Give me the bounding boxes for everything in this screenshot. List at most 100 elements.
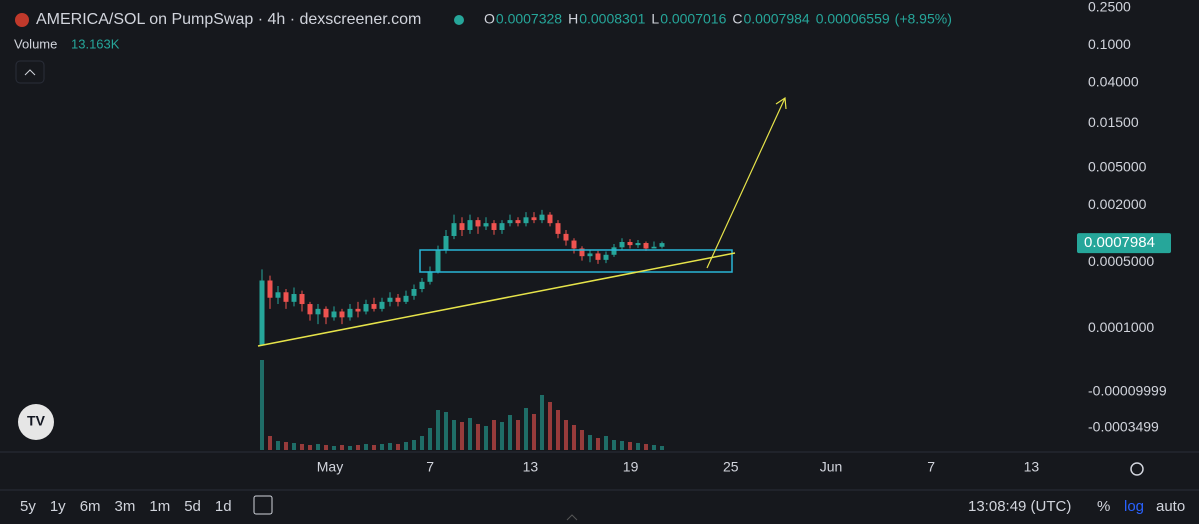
candle-body	[627, 242, 633, 246]
settings-icon[interactable]	[1130, 462, 1144, 476]
candle-body	[611, 247, 617, 255]
collapse-button[interactable]	[15, 60, 45, 84]
volume-bar	[356, 445, 360, 450]
range-button[interactable]: 5y	[20, 498, 36, 515]
volume-bar	[380, 444, 384, 450]
candle-body	[283, 292, 289, 302]
x-tick-label: 25	[723, 459, 739, 475]
volume-bar	[548, 402, 552, 450]
candle-body	[331, 311, 337, 318]
candle-body	[411, 288, 417, 296]
range-button[interactable]: 5d	[184, 498, 201, 515]
clock: 13:08:49 (UTC)	[968, 498, 1071, 515]
candle-body	[491, 223, 497, 230]
candle-body	[267, 280, 273, 298]
scale-option[interactable]: auto	[1156, 498, 1185, 515]
candle-body	[531, 217, 537, 221]
y-tick-label: 0.1000	[1088, 36, 1131, 52]
range-button[interactable]: 6m	[80, 498, 101, 515]
ohlc-legend: O 0.0007328 H 0.0008301 L 0.0007016 C 0.0007984…	[484, 11, 952, 27]
range-button[interactable]: 1d	[215, 498, 232, 515]
volume-bar	[652, 445, 656, 450]
ohlc-key: L	[651, 11, 659, 27]
y-tick-label: 0.0001000	[1088, 319, 1154, 335]
volume-bar	[332, 446, 336, 450]
x-tick-label: 7	[927, 459, 935, 475]
y-tick-label: 0.0005000	[1088, 253, 1154, 269]
candle-body	[419, 281, 425, 289]
volume-bar	[340, 445, 344, 450]
volume-bar	[292, 443, 296, 450]
range-button[interactable]: 1y	[50, 498, 66, 515]
candle-body	[379, 301, 385, 309]
volume-bar	[628, 442, 632, 450]
candle-body	[307, 304, 313, 315]
volume-bar	[276, 441, 280, 450]
volume-bar	[412, 440, 416, 450]
y-tick-label: 0.2500	[1088, 0, 1131, 15]
y-axis: 0.2500 0.1000 0.04000 0.01500 0.005000 0.0020…	[1077, 0, 1171, 435]
candle-body	[315, 308, 321, 315]
x-tick-label: Jun	[820, 459, 843, 475]
volume-value: 13.163K	[71, 36, 120, 51]
candle-body	[443, 235, 449, 250]
volume-bar	[260, 360, 264, 450]
candle-body	[571, 240, 577, 249]
volume-bar	[636, 443, 640, 450]
volume-bar	[540, 395, 544, 450]
arrow-line	[706, 97, 786, 269]
volume-bar	[452, 420, 456, 450]
volume-bar	[556, 410, 560, 450]
volume-bar	[348, 446, 352, 450]
scale-option[interactable]: log	[1124, 498, 1144, 515]
volume-bar	[572, 425, 576, 450]
range-button[interactable]: 3m	[115, 498, 136, 515]
volume-bar	[484, 426, 488, 450]
volume-bar	[436, 410, 440, 450]
y-tick-label: 0.005000	[1088, 159, 1147, 175]
candle-body	[467, 220, 473, 230]
trend-line	[257, 252, 736, 347]
ohlc-key: C	[732, 11, 742, 27]
volume-bar	[604, 436, 608, 450]
volume-bar	[324, 445, 328, 450]
x-tick-label: 19	[623, 459, 639, 475]
x-axis: May 7 13 19 25 Jun 7 13	[317, 459, 1040, 475]
candle-body	[299, 294, 305, 305]
candle-body	[643, 243, 649, 249]
volume-bar	[300, 444, 304, 450]
y-tick-label: 0.01500	[1088, 114, 1139, 130]
candle-body	[595, 253, 601, 260]
change-value: 0.00006559	[816, 11, 890, 27]
arrow-head	[775, 96, 787, 110]
volume-bar	[524, 408, 528, 450]
volume-bar	[268, 436, 272, 450]
candle-body	[427, 271, 433, 282]
volume-bar	[532, 414, 536, 450]
ohlc-value: 0.0007016	[660, 11, 726, 27]
range-button[interactable]: 1m	[149, 498, 170, 515]
volume-bar	[364, 444, 368, 450]
volume-bar	[460, 422, 464, 450]
candle-body	[371, 304, 377, 309]
candle-body	[323, 308, 329, 318]
volume-bar	[660, 446, 664, 450]
candle-body	[619, 242, 625, 248]
tv-logo	[18, 404, 54, 440]
volume-bar	[612, 440, 616, 450]
compare-icon[interactable]	[253, 495, 273, 515]
scale-option[interactable]: %	[1097, 498, 1110, 515]
candle-body	[451, 223, 457, 236]
candle-body	[475, 220, 481, 227]
volume-bar	[508, 415, 512, 450]
candle-body	[259, 280, 265, 346]
volume-bar	[284, 442, 288, 450]
candle-body	[459, 223, 465, 230]
volume-bar	[644, 444, 648, 450]
volume-bar	[596, 438, 600, 450]
change-pct: (+8.95%)	[895, 11, 952, 27]
chart-title: AMERICA/SOL on PumpSwap · 4h · dexscreen…	[36, 11, 421, 28]
volume-bar	[420, 436, 424, 450]
range-box	[419, 249, 733, 273]
